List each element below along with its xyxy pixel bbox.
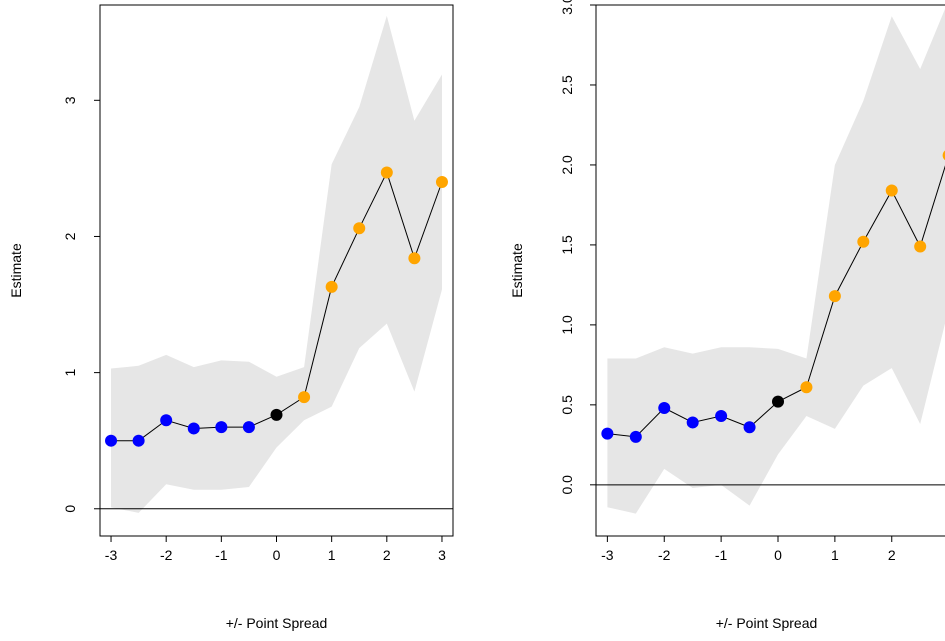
data-point [187, 422, 200, 435]
data-point [353, 222, 366, 235]
x-tick-label: -2 [658, 547, 671, 563]
x-tick-label: -2 [160, 547, 173, 563]
x-tick-label: -1 [215, 547, 228, 563]
x-tick-label: 0 [273, 547, 281, 563]
y-tick-label: 3 [62, 96, 78, 104]
x-axis-title: +/- Point Spread [226, 615, 328, 631]
data-point [914, 240, 927, 253]
x-tick-label: 1 [328, 547, 336, 563]
data-point [715, 410, 728, 423]
data-point [160, 414, 173, 427]
left-panel: -3 -2 -1 0 1 2 3 0 1 2 3 +/- Point Spread Estimate [8, 4, 454, 631]
x-tick-label: 3 [438, 547, 446, 563]
data-point [629, 430, 642, 443]
x-tick-label: 0 [774, 547, 782, 563]
data-point [132, 434, 145, 447]
y-tick-label: 0.5 [559, 395, 575, 415]
data-point [298, 391, 311, 404]
x-tick-label: 2 [383, 547, 391, 563]
data-point [828, 290, 841, 303]
x-tick-label: -3 [105, 547, 118, 563]
data-point [380, 166, 393, 179]
data-point [325, 280, 338, 293]
data-point [658, 402, 671, 415]
y-tick-label: 2.0 [559, 155, 575, 175]
data-point [601, 427, 614, 440]
x-tick-label: -1 [715, 547, 728, 563]
data-point [857, 235, 870, 248]
y-tick-label: 1 [62, 369, 78, 377]
x-tick-label: 2 [888, 547, 896, 563]
confidence-band [607, 8, 945, 514]
x-tick-label: 1 [831, 547, 839, 563]
data-point [105, 434, 118, 447]
y-tick-label: 1.5 [559, 235, 575, 255]
y-tick-label: 0.0 [559, 475, 575, 495]
data-point [885, 184, 898, 197]
data-point [408, 252, 421, 265]
data-point [435, 176, 448, 188]
data-point [942, 150, 945, 161]
data-point [800, 381, 813, 394]
x-axis-title: +/- Point Spread [716, 615, 818, 631]
y-tick-label: 1.0 [559, 315, 575, 335]
data-point [215, 421, 228, 434]
x-tick-label: -3 [601, 547, 614, 563]
data-point [686, 416, 699, 429]
y-axis-title: Estimate [509, 243, 525, 298]
confidence-band [111, 15, 442, 513]
y-tick-label: 2 [62, 232, 78, 240]
data-point [772, 395, 784, 408]
data-point [270, 408, 283, 421]
y-axis-title: Estimate [8, 243, 24, 298]
y-tick-label: 2.5 [559, 75, 575, 95]
y-tick-label: 3.0 [559, 0, 575, 15]
y-tick-label: 0 [62, 505, 78, 513]
data-point [743, 421, 756, 434]
data-point [242, 421, 255, 434]
